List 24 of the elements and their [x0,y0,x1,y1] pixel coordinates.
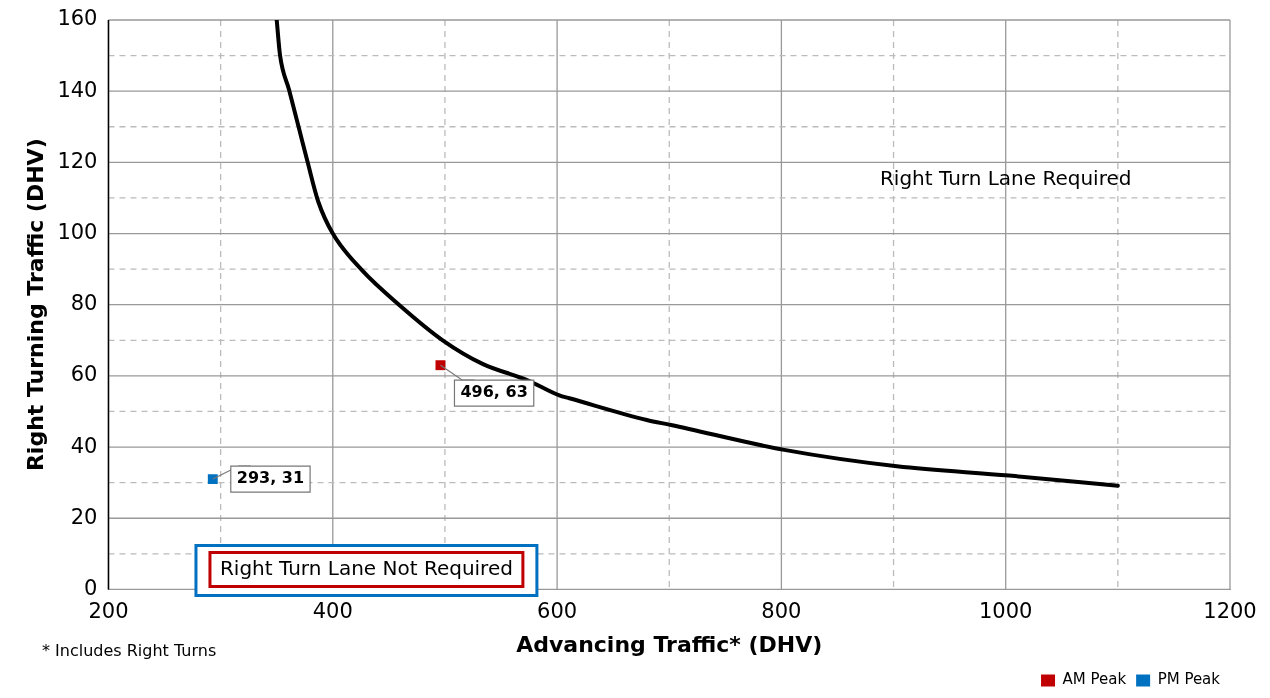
annotation: Right Turn Lane Required [879,165,1132,190]
legend-label: AM Peak [1062,670,1127,689]
x-tick-label: 1000 [978,599,1033,624]
y-tick-label: 160 [57,6,98,31]
data-label: 496, 63 [460,382,528,402]
legend-label: PM Peak [1157,670,1221,689]
x-tick-label: 1200 [1203,599,1257,624]
y-tick-label: 0 [84,575,98,600]
text: * Includes Right Turns [42,641,217,660]
x-tick-label: 200 [88,599,129,624]
x-tick-label: 600 [537,599,578,624]
y-tick-label: 60 [70,362,98,387]
y-tick-label: 100 [57,219,98,244]
annotation: Right Turn Lane Not Required [219,555,513,580]
y-tick-label: 20 [70,504,98,529]
data-label: 293, 31 [236,468,305,488]
x-tick-label: 400 [312,599,353,624]
y-tick-label: 120 [57,148,98,173]
y-tick-label: 40 [70,433,98,458]
y-tick-label: 80 [70,291,98,316]
x-axis-title: Advancing Traffic* (DHV) [516,631,823,657]
x-tick-label: 800 [761,599,802,624]
y-tick-label: 140 [57,77,98,102]
y-axis-title: Right Turning Traffic (DHV) [22,138,48,472]
